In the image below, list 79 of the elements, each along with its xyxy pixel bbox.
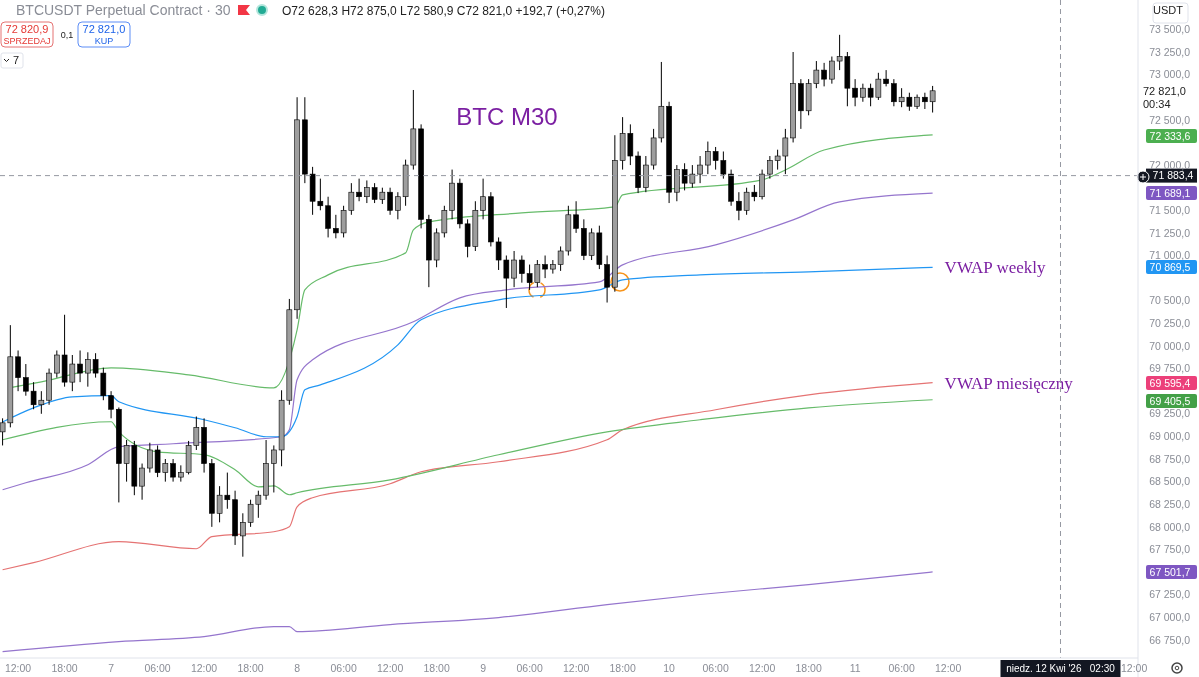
y-tick-label: 68 250,0: [1149, 497, 1191, 510]
series-label: VWAP weekly: [944, 258, 1046, 278]
ref-line-label: niedz. 12 Kwi '26 02:30: [1006, 663, 1116, 674]
line-series: [1, 192, 934, 491]
text: 67 501,7: [1149, 565, 1191, 578]
candlestick: [325, 196, 331, 238]
y-tick-label: 69 750,0: [1149, 362, 1191, 375]
y-tick-label: 69 000,0: [1149, 430, 1191, 443]
line-series: [1, 266, 934, 438]
y-tick-label: 67 750,0: [1149, 543, 1191, 556]
annotation: 72 821,0: [82, 23, 126, 35]
x-tick-label: 11: [849, 662, 861, 675]
text: 72 333,6: [1149, 129, 1191, 142]
series-label: VWAP miesięczny: [944, 373, 1074, 393]
text: 71 689,1: [1149, 186, 1191, 199]
annotation: 7: [12, 54, 20, 66]
x-tick-label: 18:00: [609, 662, 636, 675]
x-tick-label: 8: [294, 662, 301, 675]
x-tick-label: 18:00: [51, 662, 78, 675]
candlestick: [139, 463, 145, 501]
line-series: [1, 399, 934, 496]
y-tick-label: 70 500,0: [1149, 294, 1191, 307]
candlestick: [77, 349, 83, 383]
y-tick-label: 73 500,0: [1149, 23, 1191, 36]
candlestick: [108, 390, 114, 419]
x-tick-label: 7: [108, 662, 115, 675]
x-tick-label: 12:00: [190, 662, 218, 675]
y-tick-label: 68 750,0: [1149, 452, 1191, 465]
y-tick-label: 71 500,0: [1149, 203, 1191, 216]
y-tick-label: 73 250,0: [1149, 45, 1191, 58]
x-tick-label: 12:00: [4, 662, 32, 675]
x-tick-label: 06:00: [516, 662, 543, 675]
y-tick-label: 69 250,0: [1149, 407, 1191, 420]
y-tick-label: 70 000,0: [1149, 339, 1191, 352]
annotation: SPRZEDAJ: [3, 36, 51, 46]
y-tick-label: 67 250,0: [1149, 588, 1191, 601]
x-tick-label: 18:00: [423, 662, 450, 675]
ref-line-label: 71 883,4: [1152, 169, 1194, 182]
y-tick-label: 68 500,0: [1149, 475, 1191, 488]
y-tick-label: 71 250,0: [1149, 226, 1191, 239]
x-tick-label: 12:00: [562, 662, 590, 675]
text: USDT: [1153, 4, 1184, 16]
x-tick-label: 06:00: [888, 662, 915, 675]
y-tick-label: 71 000,0: [1149, 249, 1191, 262]
y-tick-label: 66 750,0: [1149, 633, 1191, 646]
candlestick: [15, 349, 21, 392]
text: BTC M30: [456, 103, 558, 130]
x-tick-label: 10: [663, 662, 676, 675]
text: 70 869,5: [1149, 260, 1191, 273]
text: 72 821,0: [1143, 84, 1186, 97]
text: 69 595,4: [1149, 376, 1191, 389]
annotation: BTCUSDT Perpetual Contract · 30: [16, 2, 231, 18]
x-tick-label: 12:00: [748, 662, 776, 675]
annotation: 72 820,9: [5, 23, 49, 35]
candlestick: [356, 178, 362, 202]
annotation: O72 628,3 H72 875,0 L72 580,9 C72 821,0 +192,7 (+0,27%): [282, 4, 605, 18]
line-series: [1, 381, 934, 571]
x-tick-label: 18:00: [795, 662, 822, 675]
y-tick-label: 68 000,0: [1149, 520, 1191, 533]
y-tick-label: 70 250,0: [1149, 317, 1191, 330]
x-tick-label: 12:00: [1120, 662, 1148, 675]
y-tick-label: 72 000,0: [1149, 158, 1191, 171]
annotation: KUP: [94, 36, 114, 46]
y-tick-label: 67 000,0: [1149, 610, 1191, 623]
x-tick-label: 06:00: [144, 662, 171, 675]
text: 00:34: [1143, 97, 1171, 110]
y-tick-label: 72 500,0: [1149, 113, 1191, 126]
x-tick-label: 9: [480, 662, 487, 675]
x-tick-label: 12:00: [376, 662, 404, 675]
x-tick-label: 06:00: [330, 662, 357, 675]
line-series: [1, 571, 934, 653]
candlestick: [387, 187, 393, 216]
text: 69 405,5: [1149, 394, 1191, 407]
x-tick-label: 18:00: [237, 662, 264, 675]
candlestick: [170, 458, 176, 483]
x-tick-label: 12:00: [934, 662, 962, 675]
annotation: 0,1: [60, 30, 74, 40]
y-tick-label: 73 000,0: [1149, 68, 1191, 81]
x-tick-label: 06:00: [702, 662, 729, 675]
